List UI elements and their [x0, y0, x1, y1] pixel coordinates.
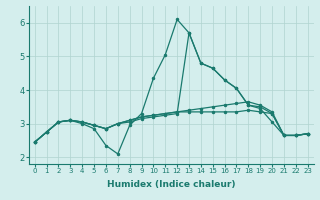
X-axis label: Humidex (Indice chaleur): Humidex (Indice chaleur) [107, 180, 236, 189]
